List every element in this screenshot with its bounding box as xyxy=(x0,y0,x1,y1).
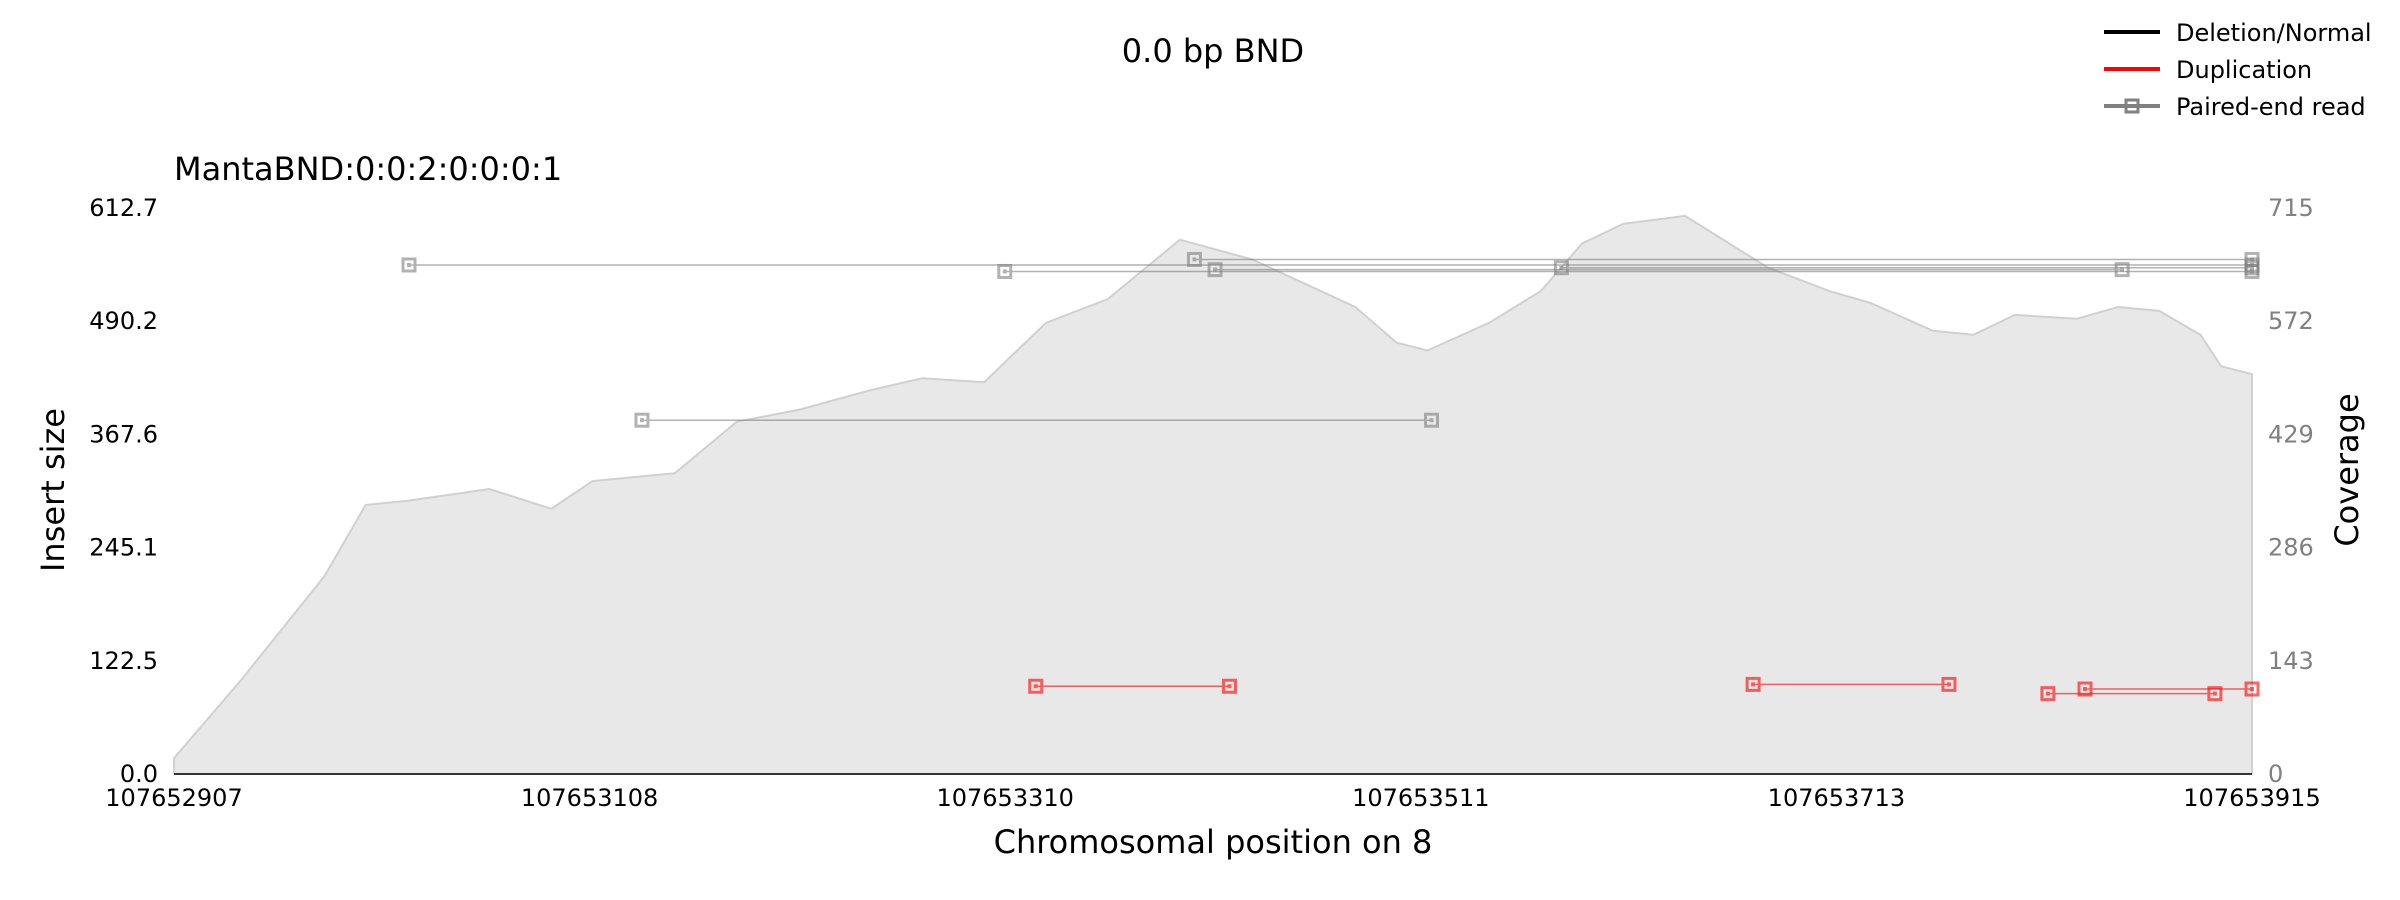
paired-read-marker-center xyxy=(2120,267,2125,272)
paired-read-marker-center xyxy=(2250,269,2254,274)
paired-read-marker-center xyxy=(2250,265,2254,270)
y-axis-label: Insert size xyxy=(34,408,72,572)
x-tick-label: 107653511 xyxy=(1352,784,1489,812)
paired-read-marker xyxy=(2244,681,2260,697)
legend-marker xyxy=(2124,98,2140,114)
paired-read-marker xyxy=(2244,260,2260,276)
x-tick-label: 107653713 xyxy=(1768,784,1905,812)
paired-read-marker xyxy=(1553,260,1569,276)
y2-tick-label: 286 xyxy=(2268,534,2314,562)
x-tick-label: 107653915 xyxy=(2183,784,2320,812)
paired-read-marker-center xyxy=(2212,691,2217,696)
legend-item: Duplication xyxy=(2104,56,2312,84)
paired-read-marker xyxy=(2077,681,2093,697)
plot-area xyxy=(173,214,2260,775)
paired-read xyxy=(2077,681,2260,697)
paired-read-marker-center xyxy=(407,262,412,267)
y2-tick-label: 429 xyxy=(2268,420,2314,448)
paired-read-marker-center xyxy=(639,418,644,423)
paired-read-marker xyxy=(401,257,417,273)
paired-read-marker-center xyxy=(1429,418,1434,423)
y-ticks: 0.0 122.5 245.1 367.6 490.2 612.7 xyxy=(89,194,158,788)
paired-read-marker-center xyxy=(1192,257,1197,262)
y2-axis-label: Coverage xyxy=(2328,393,2366,546)
paired-read-marker-center xyxy=(1227,684,1232,689)
y2-tick-label: 143 xyxy=(2268,647,2314,675)
paired-reads xyxy=(401,251,2260,702)
x-tick-label: 107653108 xyxy=(521,784,658,812)
paired-read-marker-center xyxy=(2045,691,2050,696)
paired-read xyxy=(1186,251,2260,267)
paired-read-marker-center xyxy=(1559,265,1564,270)
paired-read xyxy=(1553,260,2260,276)
paired-read-marker xyxy=(1207,262,1223,278)
coverage-area xyxy=(173,214,2253,775)
x-tick-label: 107653310 xyxy=(936,784,1073,812)
paired-read xyxy=(634,412,1440,428)
legend-label: Paired-end read xyxy=(2176,93,2366,121)
chart-title: 0.0 bp BND xyxy=(1122,32,1304,70)
paired-read-marker xyxy=(1941,676,1957,692)
legend-item: Deletion/Normal xyxy=(2104,19,2372,47)
x-tick-label: 107652907 xyxy=(105,784,242,812)
y-tick-label: 612.7 xyxy=(89,194,158,222)
paired-read xyxy=(1745,676,1957,692)
paired-read-marker xyxy=(1028,678,1044,694)
paired-read-marker-center xyxy=(1002,269,1007,274)
y-tick-label: 0.0 xyxy=(120,760,158,788)
paired-read-marker xyxy=(2207,686,2223,702)
y-tick-label: 245.1 xyxy=(89,534,158,562)
paired-read xyxy=(1028,678,1237,694)
paired-read xyxy=(1207,262,2130,278)
paired-read-marker-center xyxy=(1946,682,1951,687)
paired-read-marker xyxy=(1745,676,1761,692)
paired-read xyxy=(2040,686,2223,702)
paired-read-marker xyxy=(1221,678,1237,694)
paired-read-marker xyxy=(2244,251,2260,267)
paired-read-marker xyxy=(1424,412,1440,428)
x-axis-label: Chromosomal position on 8 xyxy=(994,823,1433,861)
y2-tick-label: 0 xyxy=(2268,760,2283,788)
paired-read-marker-center xyxy=(1033,684,1038,689)
y2-ticks: 0 143 286 429 572 715 xyxy=(2268,194,2314,788)
y2-tick-label: 572 xyxy=(2268,307,2314,335)
paired-read-marker-center xyxy=(2083,687,2088,692)
legend-item: Paired-end read xyxy=(2104,93,2366,121)
paired-read-marker-center xyxy=(1213,267,1218,272)
paired-read-marker xyxy=(2040,686,2056,702)
legend-label: Duplication xyxy=(2176,56,2312,84)
paired-read-marker xyxy=(997,263,1013,279)
x-ticks: 107652907 107653108 107653310 107653511 1076… xyxy=(105,784,2320,812)
y2-tick-label: 715 xyxy=(2268,194,2314,222)
legend-marker-center xyxy=(2130,104,2134,108)
paired-read-marker xyxy=(1186,251,1202,267)
paired-read-marker-center xyxy=(2250,687,2254,692)
y-tick-label: 490.2 xyxy=(89,307,158,335)
legend: Deletion/Normal Duplication Paired-end rea… xyxy=(2104,19,2372,121)
paired-read-marker xyxy=(2114,262,2130,278)
paired-read-marker-center xyxy=(1751,682,1756,687)
paired-read-marker xyxy=(634,412,650,428)
legend-label: Deletion/Normal xyxy=(2176,19,2372,47)
y-tick-label: 367.6 xyxy=(89,420,158,448)
paired-read-marker-center xyxy=(2250,257,2254,262)
chart-subtitle: MantaBND:0:0:2:0:0:0:1 xyxy=(174,150,562,188)
y-tick-label: 122.5 xyxy=(89,647,158,675)
